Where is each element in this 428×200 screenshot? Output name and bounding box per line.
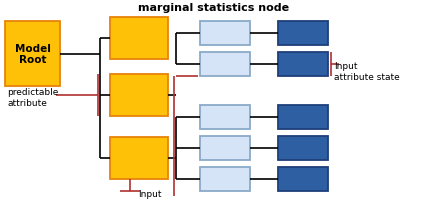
Bar bbox=[278, 53, 328, 77]
Text: Input
attribute state: Input attribute state bbox=[334, 62, 400, 81]
Text: predictable
attribute: predictable attribute bbox=[7, 88, 58, 107]
Bar bbox=[200, 136, 250, 160]
Bar bbox=[200, 105, 250, 129]
Bar bbox=[278, 136, 328, 160]
Bar bbox=[200, 22, 250, 46]
Bar bbox=[110, 137, 168, 179]
Bar bbox=[110, 18, 168, 60]
Bar bbox=[200, 167, 250, 191]
Bar bbox=[278, 22, 328, 46]
Text: marginal statistics node: marginal statistics node bbox=[138, 3, 290, 13]
Bar bbox=[278, 105, 328, 129]
Text: Model
Root: Model Root bbox=[15, 43, 51, 65]
Bar bbox=[5, 22, 60, 87]
Bar bbox=[278, 167, 328, 191]
Bar bbox=[200, 53, 250, 77]
Text: Input
attribute: Input attribute bbox=[130, 189, 170, 200]
Bar bbox=[110, 75, 168, 116]
